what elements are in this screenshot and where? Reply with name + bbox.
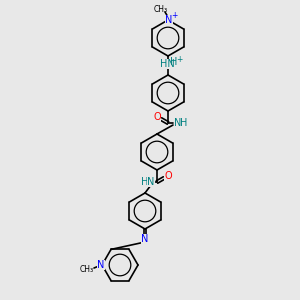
- Text: H: H: [180, 118, 188, 128]
- Text: H: H: [141, 177, 149, 187]
- Text: +: +: [176, 56, 182, 64]
- Text: O: O: [164, 171, 172, 181]
- Text: O: O: [153, 112, 161, 122]
- Text: N: N: [147, 177, 155, 187]
- Text: +: +: [171, 11, 177, 20]
- Text: HN: HN: [160, 59, 174, 69]
- Text: H: H: [170, 57, 178, 67]
- Text: CH₃: CH₃: [80, 266, 94, 274]
- Text: N: N: [97, 260, 105, 270]
- Text: N: N: [165, 15, 173, 25]
- Text: N: N: [174, 118, 182, 128]
- Text: CH₃: CH₃: [154, 4, 168, 14]
- Text: N: N: [141, 234, 149, 244]
